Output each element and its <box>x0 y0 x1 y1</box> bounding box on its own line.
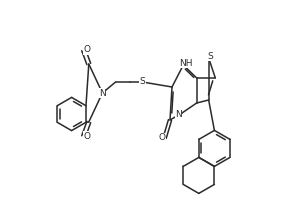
Text: O: O <box>159 134 166 142</box>
Text: S: S <box>140 77 145 86</box>
Text: S: S <box>208 52 214 61</box>
Text: NH: NH <box>179 58 193 68</box>
Text: O: O <box>83 46 90 54</box>
Text: N: N <box>175 110 182 119</box>
Text: O: O <box>83 132 90 141</box>
Text: N: N <box>99 88 106 98</box>
